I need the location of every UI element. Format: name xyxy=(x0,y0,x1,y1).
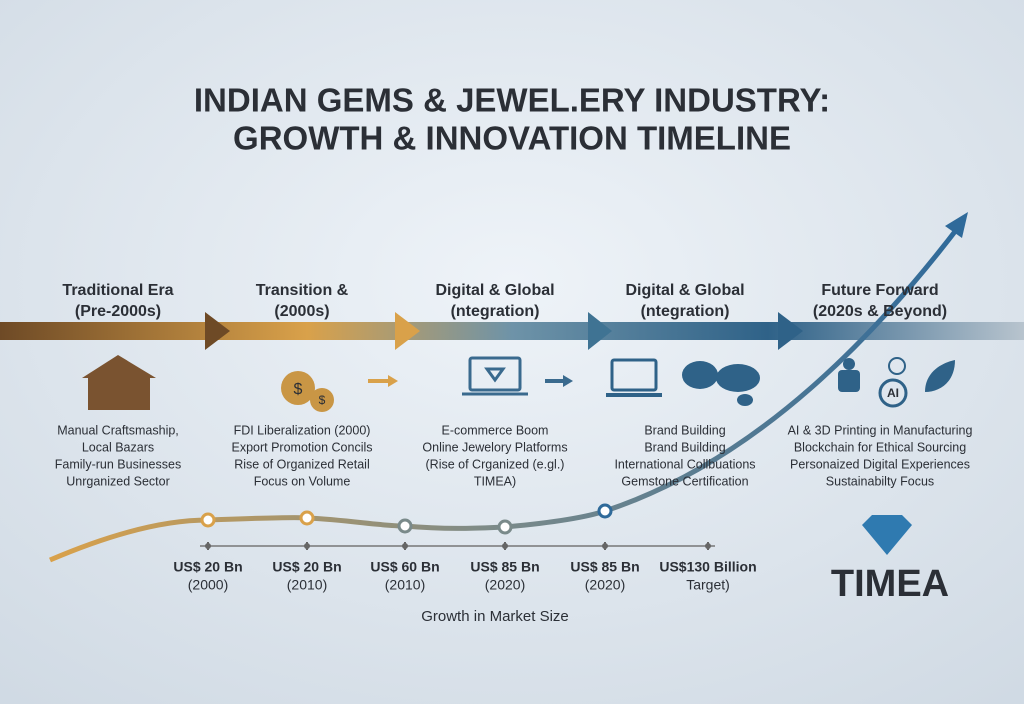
era-item: Blockchain for Ethical Sourcing xyxy=(794,440,966,454)
milestone-dot xyxy=(705,543,711,549)
milestone-label: US$ 60 Bn xyxy=(370,559,439,575)
brand-logo-mark xyxy=(862,515,912,555)
era-heading: (ntegration) xyxy=(451,303,540,320)
icon-label: AI xyxy=(887,386,899,400)
curve-node xyxy=(299,510,315,526)
growth-arrowhead xyxy=(945,212,968,238)
era-item: Focus on Volume xyxy=(254,474,351,488)
curve-node xyxy=(497,519,513,535)
era-item: FDI Liberalization (2000) xyxy=(234,423,371,437)
milestone-label: US$130 Billion xyxy=(659,559,756,575)
era-item: Gemstone Certification xyxy=(621,474,748,488)
era-heading: Transition & xyxy=(256,282,349,299)
milestone-label: Target) xyxy=(686,577,730,593)
era-heading: Traditional Era xyxy=(62,282,173,299)
era-item: Sustainabilty Focus xyxy=(826,474,934,488)
milestone-label: US$ 20 Bn xyxy=(173,559,242,575)
title-line: INDIAN GEMS & JEWEL.ERY INDUSTRY: xyxy=(194,82,830,119)
era-item: E-commerce Boom xyxy=(442,423,549,437)
era-item: Brand Building xyxy=(644,440,725,454)
milestone-dot xyxy=(205,543,211,549)
milestone-label: (2020) xyxy=(485,577,525,593)
era-item: Manual Craftsmaship, xyxy=(57,423,179,437)
era-item: Local Bazars xyxy=(82,440,154,454)
era-heading: (2020s & Beyond) xyxy=(813,303,947,320)
milestone-dot xyxy=(304,543,310,549)
era-item: AI & 3D Printing in Manufacturing xyxy=(788,423,973,437)
svg-text:$: $ xyxy=(319,393,326,407)
milestone-label: US$ 85 Bn xyxy=(570,559,639,575)
era-item: Unrganized Sector xyxy=(66,474,170,488)
curve-node xyxy=(200,512,216,528)
milestone-label: US$ 85 Bn xyxy=(470,559,539,575)
milestone-label: (2010) xyxy=(385,577,425,593)
title-line: GROWTH & INNOVATION TIMELINE xyxy=(233,120,791,157)
brand-name: TIMEA xyxy=(831,563,949,605)
era-item: Rise of Organized Retail xyxy=(234,457,369,471)
era-item: (Rise of Crganized (e.gl.) xyxy=(426,457,565,471)
milestone-label: (2020) xyxy=(585,577,625,593)
era-item: TIMEA) xyxy=(474,474,516,488)
era-heading: Digital & Global xyxy=(625,282,744,299)
era-icons: $$ xyxy=(82,355,955,412)
timeline-band xyxy=(0,322,1024,340)
milestone-label: US$ 20 Bn xyxy=(272,559,341,575)
era-item: Personaized Digital Experiences xyxy=(790,457,970,471)
era-item: International Collbuations xyxy=(614,457,755,471)
band-arrowheads xyxy=(205,312,803,350)
era-heading: (2000s) xyxy=(274,303,329,320)
era-heading: (ntegration) xyxy=(641,303,730,320)
era-item: Family-run Businesses xyxy=(55,457,181,471)
milestone-dot xyxy=(602,543,608,549)
era-heading: (Pre-2000s) xyxy=(75,303,161,320)
era-item: Online Jewelory Platforms xyxy=(422,440,567,454)
curve-node xyxy=(397,518,413,534)
milestone-label: (2010) xyxy=(287,577,327,593)
era-heading: Future Forward xyxy=(821,282,938,299)
milestone-dot xyxy=(402,543,408,549)
era-heading: Digital & Global xyxy=(435,282,554,299)
milestone-label: (2000) xyxy=(188,577,228,593)
curve-node xyxy=(597,503,613,519)
era-item: Export Promotion Concils xyxy=(231,440,372,454)
svg-text:$: $ xyxy=(294,381,303,398)
era-item: Brand Building xyxy=(644,423,725,437)
milestone-dot xyxy=(502,543,508,549)
market-label: Growth in Market Size xyxy=(421,608,569,625)
